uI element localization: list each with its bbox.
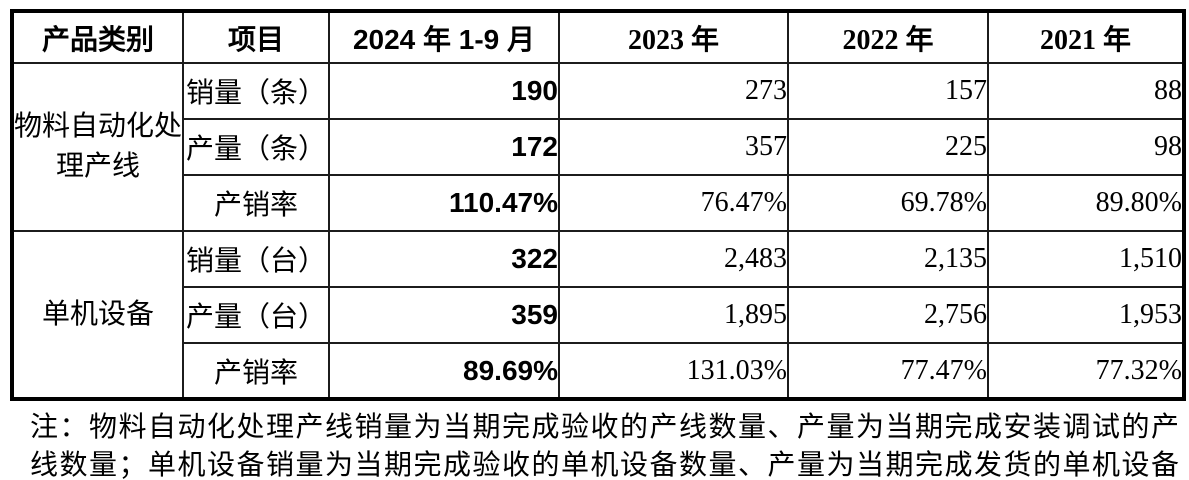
- value-2022: 77.47%: [787, 342, 989, 400]
- item-label: 产销率: [182, 342, 330, 400]
- table-row: 产销率 110.47% 76.47% 69.78% 89.80%: [12, 174, 1185, 232]
- value-2021: 98: [987, 118, 1185, 176]
- value-2022: 225: [787, 118, 989, 176]
- value-2021: 88: [987, 62, 1185, 120]
- table-row: 产量（台） 359 1,895 2,756 1,953: [12, 286, 1185, 344]
- value-2023: 76.47%: [558, 174, 789, 232]
- value-2024: 190: [328, 62, 560, 120]
- value-2022: 2,135: [787, 230, 989, 288]
- col-header-category: 产品类别: [11, 10, 184, 64]
- col-header-item: 项目: [182, 10, 330, 64]
- value-2023: 1,895: [558, 286, 789, 344]
- item-label: 产量（条）: [182, 118, 330, 176]
- value-2024: 322: [328, 230, 560, 288]
- value-2023: 357: [558, 118, 789, 176]
- value-2024: 172: [328, 118, 560, 176]
- value-2021: 89.80%: [987, 174, 1185, 232]
- value-2023: 131.03%: [558, 342, 789, 400]
- col-header-2023: 2023 年: [558, 10, 789, 64]
- value-2021: 1,953: [987, 286, 1185, 344]
- item-label: 产销率: [182, 174, 330, 232]
- value-2021: 1,510: [987, 230, 1185, 288]
- col-header-2022: 2022 年: [787, 10, 989, 64]
- value-2023: 2,483: [558, 230, 789, 288]
- item-label: 产量（台）: [182, 286, 330, 344]
- value-2022: 157: [787, 62, 989, 120]
- item-label: 销量（条）: [182, 62, 330, 120]
- col-header-2021: 2021 年: [987, 10, 1185, 64]
- production-sales-table: 产品类别 项目 2024 年 1-9 月 2023 年 2022 年 2021 …: [10, 9, 1186, 401]
- value-2022: 69.78%: [787, 174, 989, 232]
- value-2021: 77.32%: [987, 342, 1185, 400]
- value-2022: 2,756: [787, 286, 989, 344]
- category-standalone-equipment: 单机设备: [11, 230, 184, 400]
- table-row: 单机设备 销量（台） 322 2,483 2,135 1,510: [11, 230, 1185, 400]
- value-2024: 359: [328, 286, 560, 344]
- value-2024: 89.69%: [328, 342, 560, 400]
- value-2024: 110.47%: [328, 174, 560, 232]
- table-row: 产量（条） 172 357 225 98: [12, 118, 1185, 176]
- table-header-row: 产品类别 项目 2024 年 1-9 月 2023 年 2022 年 2021 …: [11, 10, 1185, 64]
- item-label: 销量（台）: [182, 230, 330, 288]
- table-row: 产销率 89.69% 131.03% 77.47% 77.32%: [12, 342, 1185, 400]
- category-material-line: 物料自动化处理产线: [11, 62, 184, 232]
- table-row: 物料自动化处理产线 销量（条） 190 273 157 88: [11, 62, 1185, 232]
- table-footnote: 注：物料自动化处理产线销量为当期完成验收的产线数量、产量为当期完成安装调试的产线…: [30, 412, 1180, 480]
- value-2023: 273: [558, 62, 789, 120]
- col-header-2024: 2024 年 1-9 月: [328, 10, 560, 64]
